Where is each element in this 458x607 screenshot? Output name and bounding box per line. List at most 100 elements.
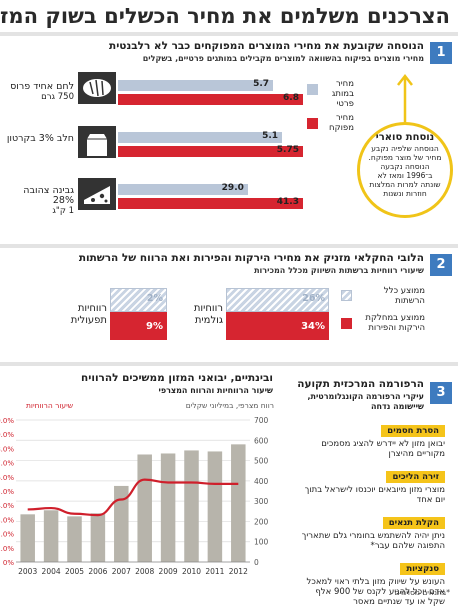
note-text: הנוסחה שלפיה נקבע מחיר של מוצר מפוקח. הנ… xyxy=(368,144,442,198)
legend-label-produce: ממוצע במחלקת הירקות והפירות xyxy=(365,313,425,333)
milk-carton-icon xyxy=(78,126,116,158)
legend-label-general: ממוצע כלל הרשתות xyxy=(383,286,425,306)
product-unit: 1 ק"ג xyxy=(52,206,74,216)
tick-label: 7.0% xyxy=(0,460,14,468)
data-label: 6.8 xyxy=(283,93,299,103)
section-title: הנוסחה שקובעת את מחירי המוצרים המפוקחים … xyxy=(109,40,424,52)
legend-swatch-supervised xyxy=(307,118,318,129)
product-label: לחם אחיד פרוס 750 גרם xyxy=(4,82,74,103)
page-title: הצרכנים משלמים את מחיר הכשלים בשוק המזון xyxy=(0,4,450,28)
tick-label: 2004 xyxy=(42,567,61,576)
legend-label-private: מחיר במותג פרטי xyxy=(331,79,354,109)
profitability-chart: 26% 34% 2% 9% xyxy=(0,280,458,350)
bar-supervised xyxy=(118,94,303,105)
section-title: ובינתיים, יבואני המזון ממשיכים להרוויח xyxy=(81,372,273,384)
left-axis-label: רווח מצרפי, במיליוני שקלים xyxy=(185,401,274,410)
tick-label: 2010 xyxy=(182,567,201,576)
bar xyxy=(137,454,152,562)
legend-swatch-produce xyxy=(341,318,352,329)
data-label: 29.0 xyxy=(221,183,244,193)
bar-private xyxy=(118,80,274,91)
divider xyxy=(0,244,458,248)
product-label: חלב 3% בקרטון xyxy=(4,134,74,144)
reform-item-head: סנקציות xyxy=(400,563,445,575)
bar xyxy=(43,510,59,562)
tick-label: 2011 xyxy=(205,567,224,576)
product-label: גבינה צהובה 28% 1 ק"ג xyxy=(4,185,74,217)
category-label: רווחיות גולמית xyxy=(193,303,223,326)
tick-label: 5.0% xyxy=(0,488,14,496)
product-name: גבינה צהובה 28% xyxy=(23,185,74,206)
section-subtitle: שיעור הרווחיות והרווח המצרפי xyxy=(158,386,273,395)
reform-item: הקלת תנאים ניתן יהיה להשתמש בחומרי גלם ש… xyxy=(300,510,445,551)
bar-produce xyxy=(226,312,329,340)
tick-label: 8.0% xyxy=(0,445,14,453)
bar-general xyxy=(110,288,167,312)
section-number: 3 xyxy=(430,382,452,404)
legend-label-supervised: מחיר מפוקח xyxy=(329,113,354,133)
bar-produce xyxy=(110,312,167,340)
tick-label: 600 xyxy=(254,436,269,445)
section-title: הרפורמה המרכזית תקועה xyxy=(297,378,424,390)
tick-label: 500 xyxy=(254,457,269,466)
tick-label: 2009 xyxy=(159,567,178,576)
tick-label: 10.0% xyxy=(0,417,14,425)
tick-label: 0 xyxy=(254,558,259,567)
tick-label: 400 xyxy=(254,477,269,486)
footnote: *בתנאים מסוימים xyxy=(394,588,451,597)
bread-icon xyxy=(78,72,116,104)
bar xyxy=(231,444,246,562)
data-label: 5.75 xyxy=(276,145,299,155)
reform-item: זירה הליכים מוצרי מזון מיובאים יוכנסו לי… xyxy=(300,464,445,505)
tick-label: 300 xyxy=(254,497,269,506)
tick-label: 6.0% xyxy=(0,474,14,482)
section-subtitle: שיעורי רווחיות ברשתות השיווק מכלל המכירו… xyxy=(254,266,424,275)
tick-label: 2.0% xyxy=(0,531,14,539)
bar-private xyxy=(118,184,248,195)
data-label: 26% xyxy=(302,293,325,304)
profit-trend-chart: 0 100 200 300 400 500 600 700 0% 1.0% 2.0% 3.0% 4.0%… xyxy=(0,416,269,576)
bar xyxy=(114,485,129,562)
category-label: רווחיות תפעולית xyxy=(70,303,107,326)
bar-general xyxy=(226,288,329,312)
cheese-icon xyxy=(78,178,116,210)
reform-item-head: הקלת תנאים xyxy=(382,517,445,529)
bar xyxy=(207,451,223,562)
section-number: 2 xyxy=(430,254,452,276)
section-title: הלובי החקלאי מזניק את מחירי הירקות והפיר… xyxy=(78,252,424,264)
tick-label: 1.0% xyxy=(0,545,14,553)
series-line xyxy=(27,478,239,517)
tick-label: 2006 xyxy=(88,567,107,576)
tick-label: 3.0% xyxy=(0,516,14,524)
tick-label: 200 xyxy=(254,517,269,526)
data-label: 9% xyxy=(146,321,163,332)
reform-item-head: הסרת חסמים xyxy=(381,425,445,437)
tick-label: 4.0% xyxy=(0,502,14,510)
tick-label: 700 xyxy=(254,416,269,425)
divider xyxy=(0,362,458,366)
note-title: נוסחת סוארי xyxy=(375,132,435,143)
data-label: 41.3 xyxy=(276,197,299,207)
bar xyxy=(20,514,35,562)
tick-label: 2005 xyxy=(65,567,84,576)
section-number: 1 xyxy=(430,42,452,64)
reform-item-head: זירה הליכים xyxy=(386,471,445,483)
divider xyxy=(0,32,458,36)
data-label: 34% xyxy=(301,321,325,332)
note-circle: נוסחת סוארי הנוסחה שלפיה נקבע מחיר של מו… xyxy=(357,122,453,218)
data-label: 2% xyxy=(146,293,163,304)
up-arrow-icon xyxy=(397,73,413,122)
tick-label: 0% xyxy=(3,559,14,567)
reform-item: סנקציות העונש על שיווק מזון בלתי ראוי למ… xyxy=(300,556,445,607)
product-unit: 750 גרם xyxy=(41,92,74,102)
tick-label: 100 xyxy=(254,538,269,547)
bar xyxy=(90,513,106,562)
tick-label: 2012 xyxy=(229,567,248,576)
reform-item-text: יבואן מזון לא יידרש להציג מסמכים מקוריים… xyxy=(321,439,445,459)
tick-label: 2007 xyxy=(112,567,131,576)
section-subtitle: מחירי מוצרים בפיקוח בהשוואה למוצרים מקבי… xyxy=(142,54,424,63)
tick-label: 2003 xyxy=(18,567,37,576)
reform-item-text: מוצרי מזון מיובאים יוכנסו לישראל בתוך יו… xyxy=(304,485,445,505)
bar xyxy=(184,450,199,562)
reform-item: הסרת חסמים יבואן מזון לא יידרש להציג מסמ… xyxy=(300,418,445,459)
